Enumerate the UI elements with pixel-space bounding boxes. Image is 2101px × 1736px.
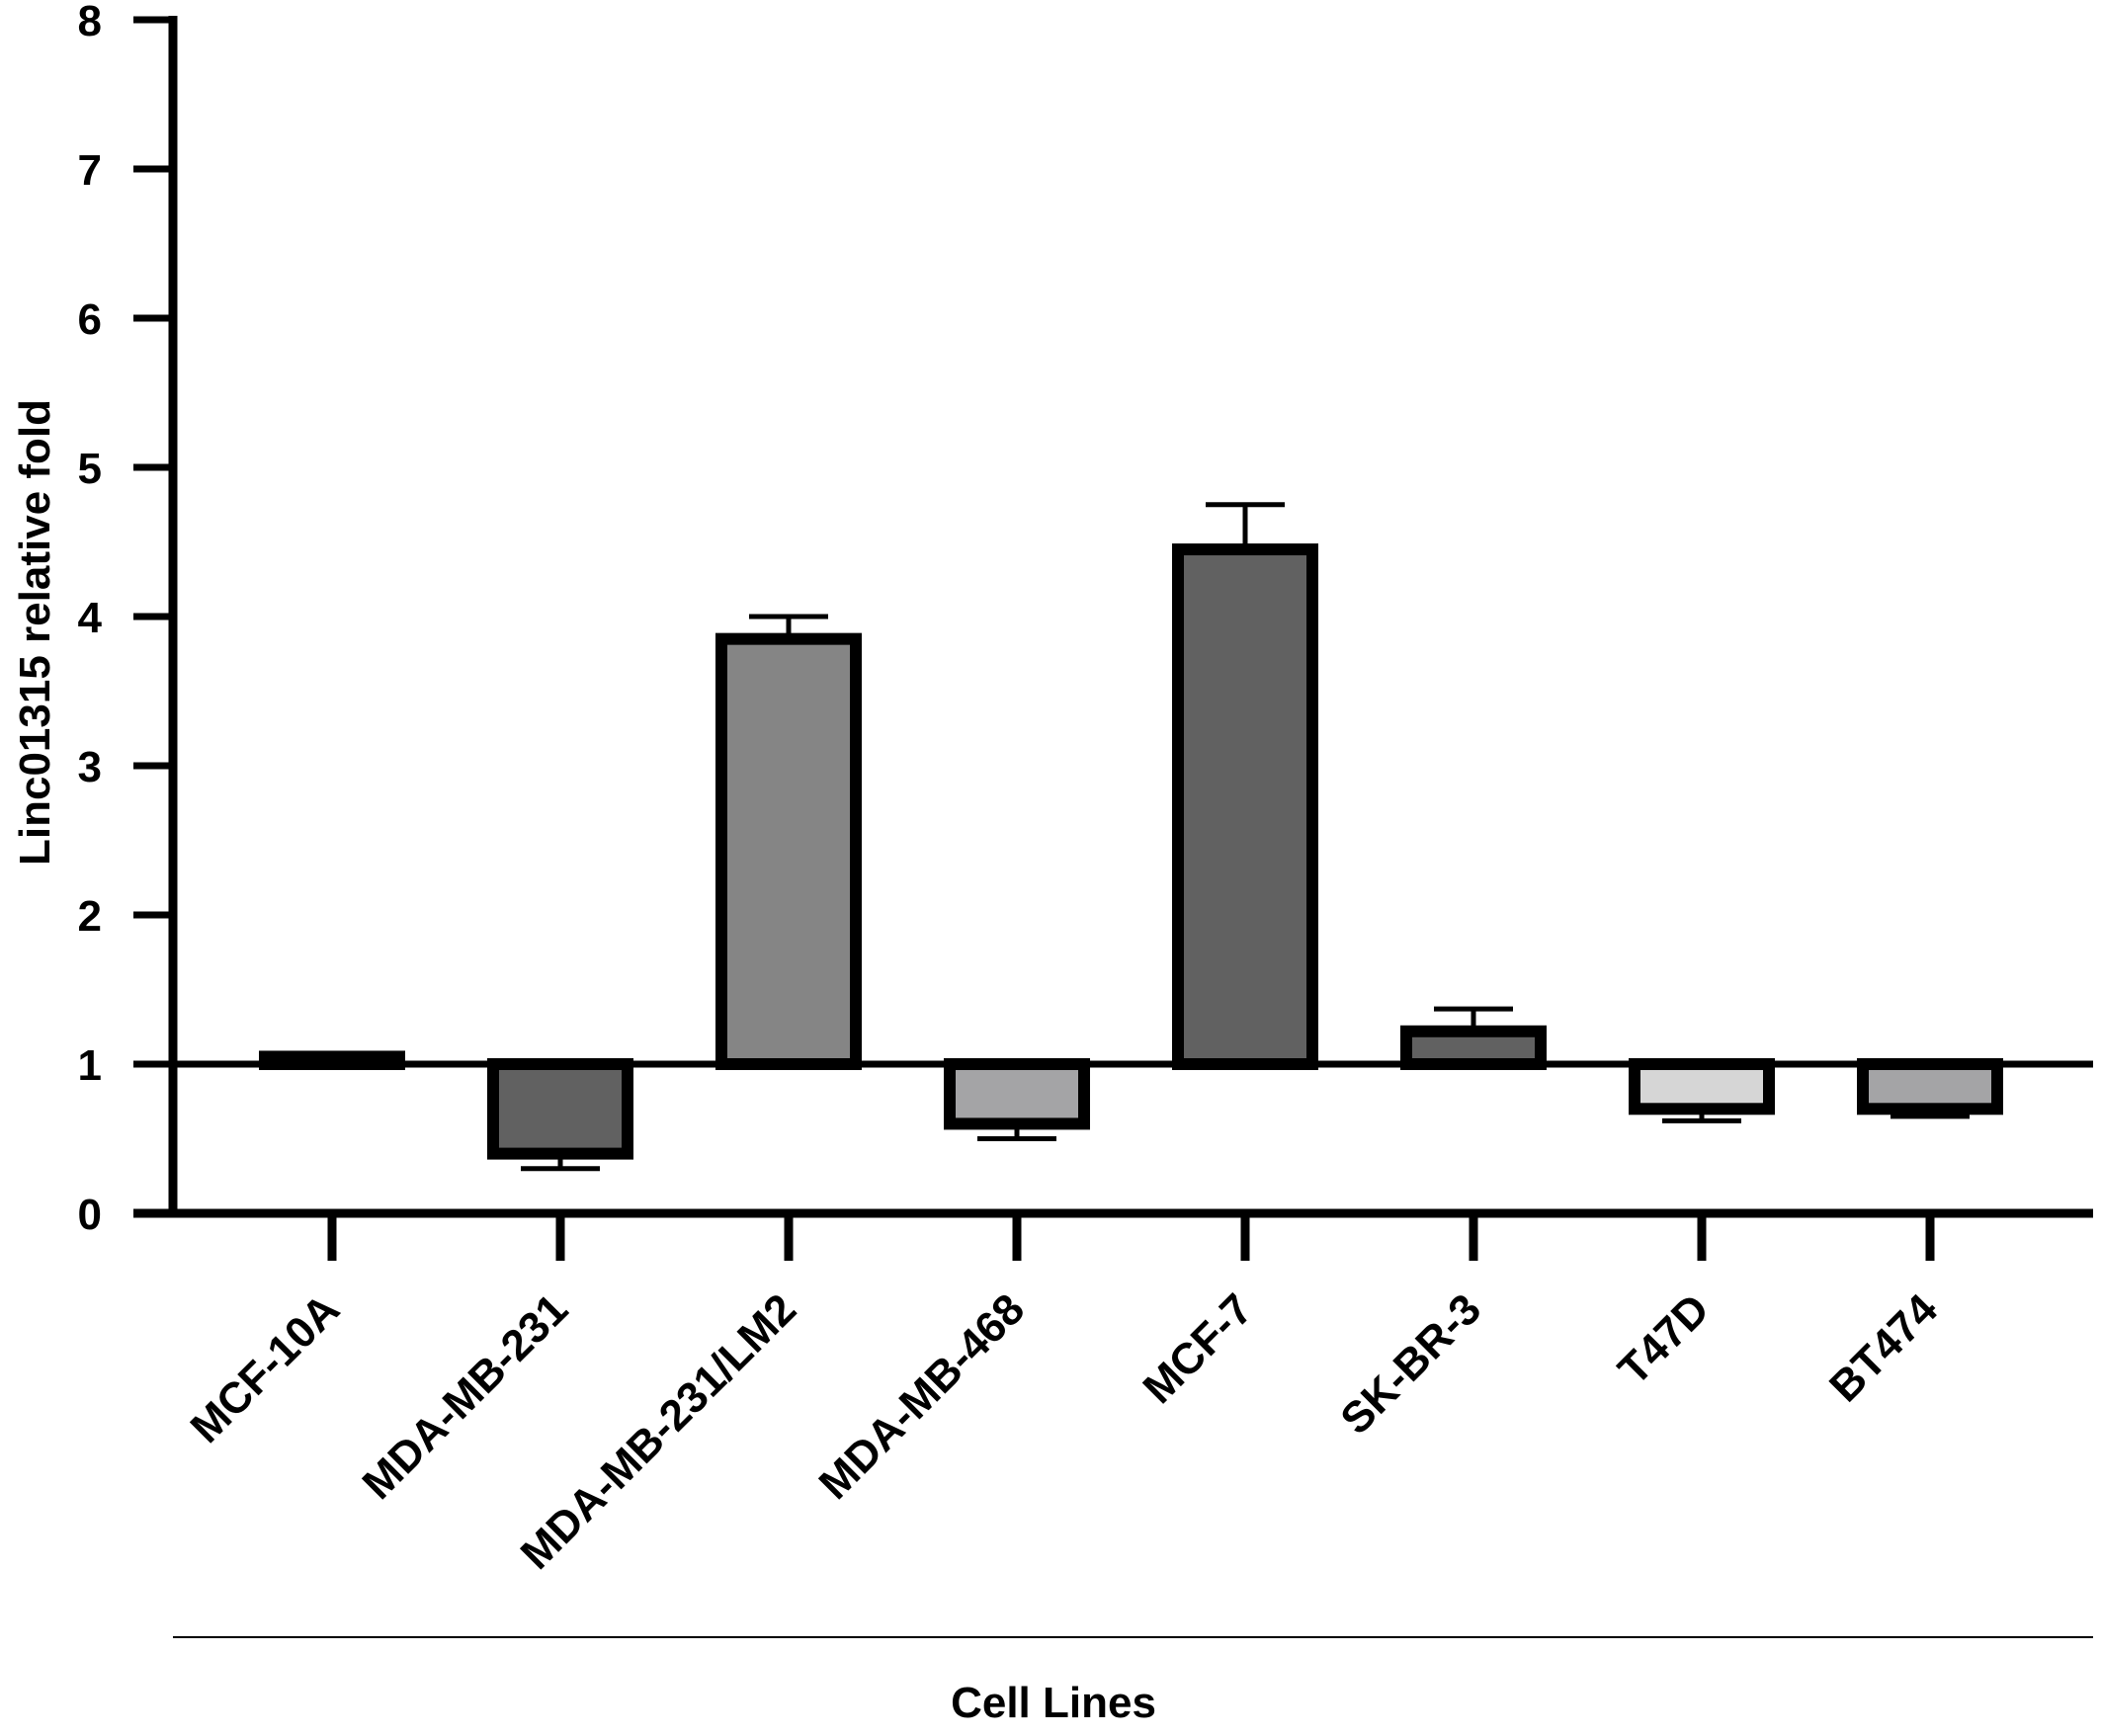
category-label: MCF-10A [182, 1284, 349, 1451]
category-label: SK-BR-3 [1331, 1284, 1490, 1444]
error-bar [1662, 1109, 1741, 1123]
y-tick-label: 0 [78, 1191, 102, 1239]
error-bar [749, 614, 828, 639]
y-tick-label: 3 [78, 743, 102, 791]
y-tick-label: 5 [78, 445, 102, 493]
bars [259, 543, 2003, 1160]
error-bar [521, 1153, 600, 1172]
y-axis-ticks: 0 1 2 3 4 5 6 7 8 [78, 0, 173, 1239]
category-label: MDA-MB-231 [354, 1284, 578, 1509]
y-tick-label: 6 [78, 295, 102, 344]
y-tick-label: 7 [78, 146, 102, 195]
y-tick-label: 1 [78, 1041, 102, 1090]
bar [1857, 1058, 2003, 1116]
error-bar [977, 1123, 1056, 1141]
category-label: MCF-7 [1134, 1284, 1262, 1413]
bar [715, 632, 862, 1071]
y-axis-title: Linc01315 relative fold [11, 399, 59, 866]
error-bar [1206, 502, 1285, 550]
bar [487, 1058, 633, 1160]
error-bar [1434, 1006, 1513, 1032]
error-bar [1891, 1109, 1970, 1119]
y-tick-label: 8 [78, 0, 102, 45]
x-axis-title: Cell Lines [951, 1679, 1156, 1727]
bar [1629, 1058, 1775, 1116]
error-bar [293, 1050, 372, 1057]
category-label: T47D [1609, 1284, 1719, 1394]
category-label: BT474 [1820, 1284, 1947, 1411]
y-tick-label: 4 [78, 594, 103, 642]
bar [1400, 1025, 1547, 1071]
error-bars [293, 502, 1970, 1172]
bar [1172, 543, 1318, 1070]
y-tick-label: 2 [78, 892, 102, 941]
category-label: MDA-MB-468 [810, 1284, 1035, 1509]
x-axis-ticks [327, 1213, 1935, 1261]
bar [944, 1058, 1090, 1130]
